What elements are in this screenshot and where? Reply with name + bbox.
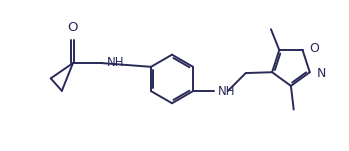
Text: O: O (68, 21, 78, 34)
Text: O: O (310, 42, 319, 55)
Text: N: N (317, 67, 326, 80)
Text: NH: NH (218, 85, 235, 98)
Text: NH: NH (106, 56, 124, 69)
